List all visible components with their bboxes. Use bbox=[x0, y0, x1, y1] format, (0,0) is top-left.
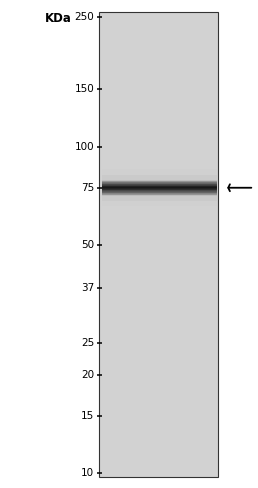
Text: 150: 150 bbox=[74, 84, 94, 95]
Bar bbox=[102, 183, 217, 192]
Bar bbox=[102, 181, 217, 182]
Bar bbox=[102, 175, 217, 201]
Bar bbox=[102, 187, 217, 188]
Text: 100: 100 bbox=[75, 142, 94, 152]
Bar bbox=[99, 12, 218, 477]
Bar bbox=[102, 189, 217, 190]
Bar bbox=[102, 180, 217, 196]
Text: 75: 75 bbox=[81, 183, 94, 193]
Text: 37: 37 bbox=[81, 283, 94, 293]
Bar bbox=[102, 184, 217, 185]
Text: 50: 50 bbox=[81, 240, 94, 250]
Bar bbox=[102, 185, 217, 186]
Text: KDa: KDa bbox=[45, 12, 72, 25]
Text: 250: 250 bbox=[74, 12, 94, 22]
Bar bbox=[102, 190, 217, 191]
Bar bbox=[102, 186, 217, 187]
Bar bbox=[102, 182, 217, 183]
Bar bbox=[102, 191, 217, 192]
Text: 25: 25 bbox=[81, 339, 94, 348]
Text: 15: 15 bbox=[81, 411, 94, 421]
Bar bbox=[102, 188, 217, 189]
Text: 10: 10 bbox=[81, 468, 94, 478]
Bar bbox=[102, 193, 217, 194]
Bar bbox=[102, 192, 217, 193]
Bar bbox=[102, 169, 217, 206]
Bar bbox=[102, 183, 217, 184]
Bar bbox=[102, 194, 217, 195]
Text: 20: 20 bbox=[81, 370, 94, 380]
